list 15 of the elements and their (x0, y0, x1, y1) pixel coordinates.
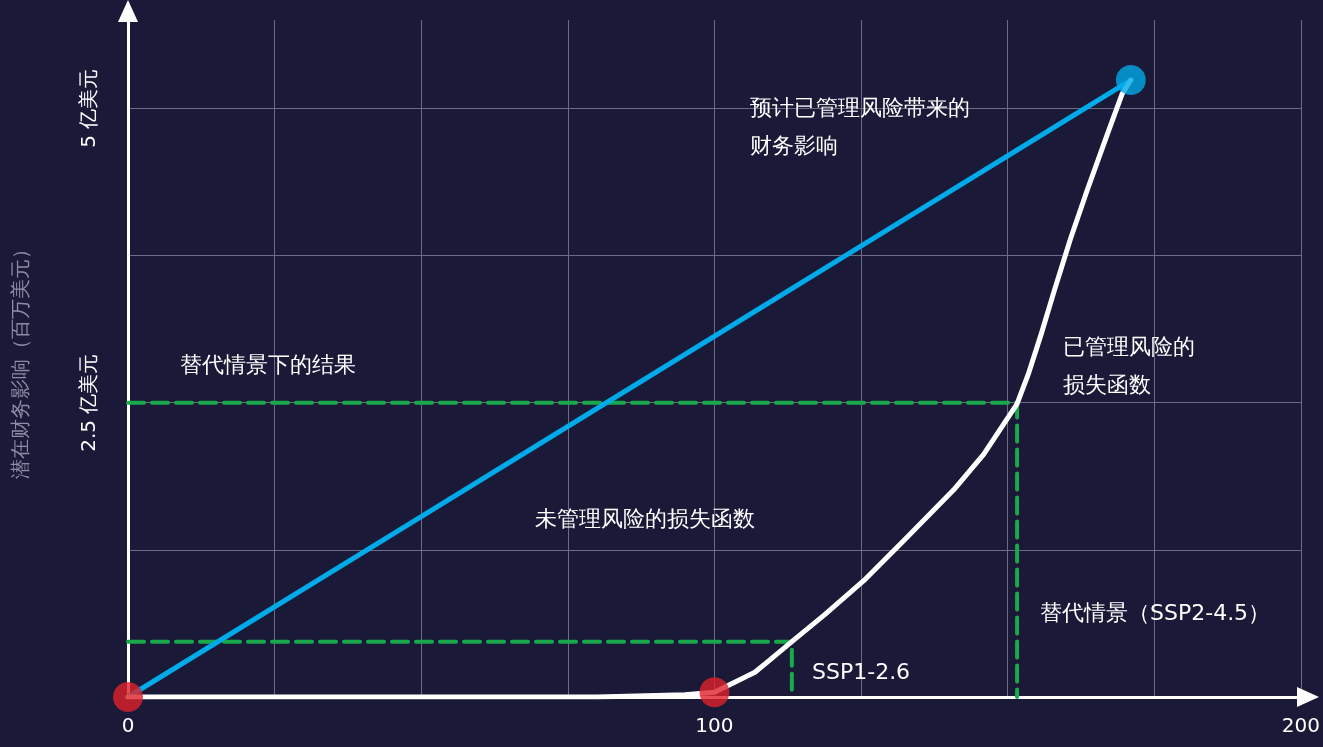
annotation: 替代情景下的结果 (180, 351, 356, 377)
annotation: SSP1-2.6 (812, 658, 911, 684)
x-tick-label: 100 (695, 713, 734, 737)
y-tick-label: 2.5 亿美元 (76, 353, 100, 452)
point (113, 682, 143, 712)
point (1115, 65, 1146, 96)
x-tick-label: 200 (1281, 713, 1321, 737)
annotation: 已管理风险的损失函数 (1063, 333, 1195, 397)
annotation: 替代情景（SSP2-4.5） (1040, 599, 1271, 625)
y-axis-title: 潜在财务影响（百万美元） (8, 238, 32, 479)
y-tick-label: 5 亿美元 (76, 68, 100, 148)
annotation: 预计已管理风险带来的财务影响 (750, 94, 970, 158)
x-tick-label: 0 (121, 713, 135, 737)
annotation: 未管理风险的损失函数 (535, 505, 755, 531)
point (699, 677, 730, 708)
